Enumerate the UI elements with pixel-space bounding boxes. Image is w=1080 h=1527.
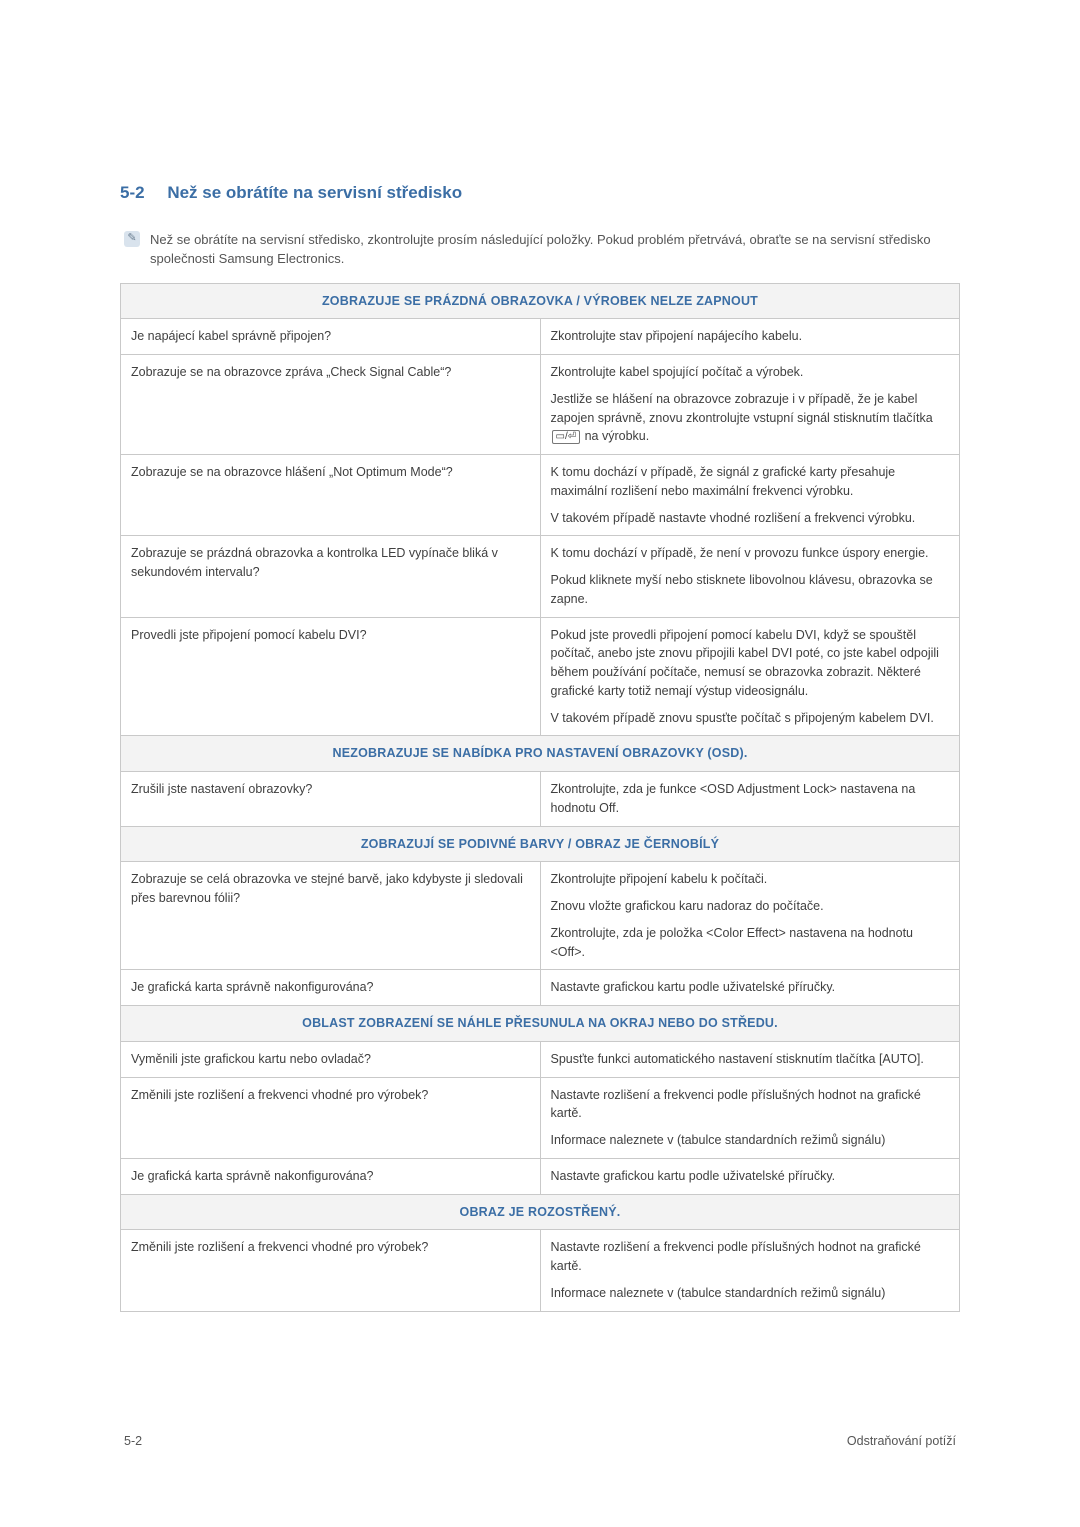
- answer-paragraph: Pokud kliknete myší nebo stisknete libov…: [551, 571, 950, 609]
- answer-paragraph: K tomu dochází v případě, že není v prov…: [551, 544, 950, 563]
- table-row: Zrušili jste nastavení obrazovky? Zkontro…: [121, 772, 960, 827]
- answer-paragraph: Zkontrolujte připojení kabelu k počítači…: [551, 870, 950, 889]
- question-cell: Změnili jste rozlišení a frekvenci vhodn…: [121, 1230, 541, 1311]
- answer-paragraph: Zkontrolujte stav připojení napájecího k…: [551, 327, 950, 346]
- answer-cell: Nastavte grafickou kartu podle uživatels…: [540, 970, 960, 1006]
- answer-paragraph: Jestliže se hlášení na obrazovce zobrazu…: [551, 390, 950, 446]
- question-cell: Zobrazuje se na obrazovce zpráva „Check …: [121, 355, 541, 455]
- answer-cell: Spusťte funkci automatického nastavení s…: [540, 1041, 960, 1077]
- answer-paragraph: K tomu dochází v případě, že signál z gr…: [551, 463, 950, 501]
- answer-paragraph: Nastavte rozlišení a frekvenci podle pří…: [551, 1086, 950, 1124]
- answer-cell: Pokud jste provedli připojení pomocí kab…: [540, 617, 960, 736]
- table-row: Je grafická karta správně nakonfigurován…: [121, 970, 960, 1006]
- section-title: Než se obrátíte na servisní středisko: [167, 183, 462, 202]
- table-row: Je napájecí kabel správně připojen? Zkont…: [121, 319, 960, 355]
- section-header: ZOBRAZUJÍ SE PODIVNÉ BARVY / OBRAZ JE ČE…: [121, 826, 960, 862]
- table-row: Zobrazuje se na obrazovce hlášení „Not O…: [121, 455, 960, 536]
- answer-cell: K tomu dochází v případě, že není v prov…: [540, 536, 960, 617]
- question-cell: Zobrazuje se celá obrazovka ve stejné ba…: [121, 862, 541, 970]
- page-footer: 5-2 Odstraňování potíží: [120, 1432, 960, 1451]
- section-header: OBLAST ZOBRAZENÍ SE NÁHLE PŘESUNULA NA O…: [121, 1006, 960, 1042]
- table-row: Vyměnili jste grafickou kartu nebo ovlad…: [121, 1041, 960, 1077]
- section-heading: 5-2 Než se obrátíte na servisní středisk…: [120, 180, 960, 206]
- answer-paragraph: Znovu vložte grafickou karu nadoraz do p…: [551, 897, 950, 916]
- answer-paragraph: V takovém případě znovu spusťte počítač …: [551, 709, 950, 728]
- answer-cell: Nastavte grafickou kartu podle uživatels…: [540, 1158, 960, 1194]
- answer-paragraph: Zkontrolujte, zda je funkce <OSD Adjustm…: [551, 780, 950, 818]
- section-header: ZOBRAZUJE SE PRÁZDNÁ OBRAZOVKA / VÝROBEK…: [121, 283, 960, 319]
- answer-cell: Zkontrolujte připojení kabelu k počítači…: [540, 862, 960, 970]
- answer-cell: Zkontrolujte kabel spojující počítač a v…: [540, 355, 960, 455]
- button-glyph-icon: ▭/⏎: [552, 430, 581, 444]
- answer-paragraph: Zkontrolujte, zda je položka <Color Effe…: [551, 924, 950, 962]
- section-number: 5-2: [120, 183, 145, 202]
- question-cell: Vyměnili jste grafickou kartu nebo ovlad…: [121, 1041, 541, 1077]
- answer-paragraph: Nastavte grafickou kartu podle uživatels…: [551, 978, 950, 997]
- answer-paragraph: Nastavte grafickou kartu podle uživatels…: [551, 1167, 950, 1186]
- answer-paragraph: Pokud jste provedli připojení pomocí kab…: [551, 626, 950, 701]
- troubleshoot-table: ZOBRAZUJE SE PRÁZDNÁ OBRAZOVKA / VÝROBEK…: [120, 283, 960, 1312]
- table-row: Je grafická karta správně nakonfigurován…: [121, 1158, 960, 1194]
- section-header: OBRAZ JE ROZOSTŘENÝ.: [121, 1194, 960, 1230]
- table-row: Změnili jste rozlišení a frekvenci vhodn…: [121, 1077, 960, 1158]
- question-cell: Je napájecí kabel správně připojen?: [121, 319, 541, 355]
- answer-cell: Zkontrolujte stav připojení napájecího k…: [540, 319, 960, 355]
- footer-left: 5-2: [124, 1432, 142, 1451]
- note-text: Než se obrátíte na servisní středisko, z…: [150, 230, 960, 269]
- answer-cell: Zkontrolujte, zda je funkce <OSD Adjustm…: [540, 772, 960, 827]
- answer-paragraph: Informace naleznete v (tabulce standardn…: [551, 1284, 950, 1303]
- answer-paragraph: Nastavte rozlišení a frekvenci podle pří…: [551, 1238, 950, 1276]
- table-row: Zobrazuje se celá obrazovka ve stejné ba…: [121, 862, 960, 970]
- question-cell: Provedli jste připojení pomocí kabelu DV…: [121, 617, 541, 736]
- question-cell: Zobrazuje se na obrazovce hlášení „Not O…: [121, 455, 541, 536]
- question-cell: Je grafická karta správně nakonfigurován…: [121, 1158, 541, 1194]
- answer-paragraph: V takovém případě nastavte vhodné rozliš…: [551, 509, 950, 528]
- question-cell: Zrušili jste nastavení obrazovky?: [121, 772, 541, 827]
- note-icon: ✎: [124, 231, 140, 247]
- answer-cell: Nastavte rozlišení a frekvenci podle pří…: [540, 1077, 960, 1158]
- answer-paragraph: Spusťte funkci automatického nastavení s…: [551, 1050, 950, 1069]
- footer-right: Odstraňování potíží: [847, 1432, 956, 1451]
- table-row: Zobrazuje se prázdná obrazovka a kontrol…: [121, 536, 960, 617]
- note-block: ✎ Než se obrátíte na servisní středisko,…: [120, 230, 960, 269]
- answer-cell: Nastavte rozlišení a frekvenci podle pří…: [540, 1230, 960, 1311]
- answer-paragraph: Informace naleznete v (tabulce standardn…: [551, 1131, 950, 1150]
- question-cell: Změnili jste rozlišení a frekvenci vhodn…: [121, 1077, 541, 1158]
- section-header: NEZOBRAZUJE SE NABÍDKA PRO NASTAVENÍ OBR…: [121, 736, 960, 772]
- table-row: Provedli jste připojení pomocí kabelu DV…: [121, 617, 960, 736]
- answer-cell: K tomu dochází v případě, že signál z gr…: [540, 455, 960, 536]
- answer-paragraph: Zkontrolujte kabel spojující počítač a v…: [551, 363, 950, 382]
- table-row: Změnili jste rozlišení a frekvenci vhodn…: [121, 1230, 960, 1311]
- table-row: Zobrazuje se na obrazovce zpráva „Check …: [121, 355, 960, 455]
- question-cell: Je grafická karta správně nakonfigurován…: [121, 970, 541, 1006]
- question-cell: Zobrazuje se prázdná obrazovka a kontrol…: [121, 536, 541, 617]
